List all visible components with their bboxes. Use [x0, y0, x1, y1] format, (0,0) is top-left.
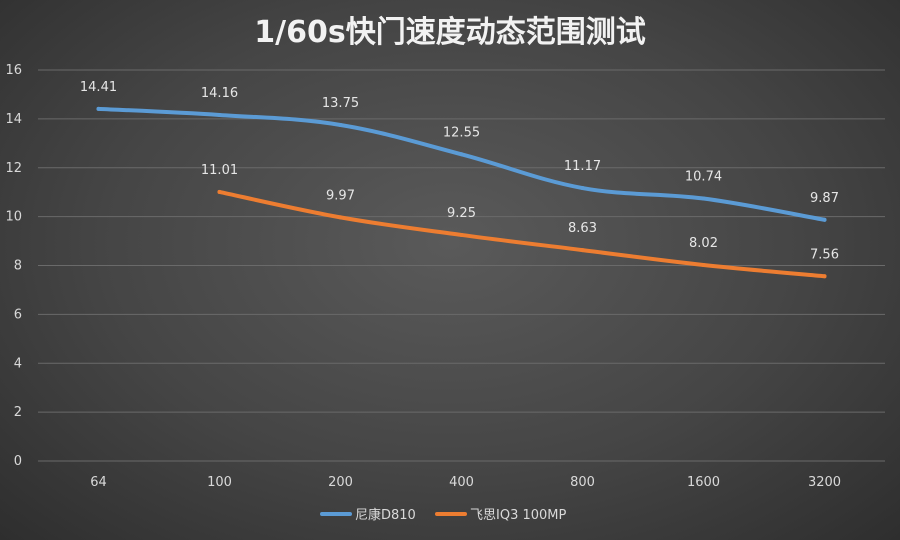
- data-point: [822, 217, 827, 222]
- x-tick-label: 3200: [808, 475, 841, 490]
- data-point: [217, 189, 222, 194]
- y-tick-label: 6: [14, 307, 22, 322]
- legend-label: 飞思IQ3 100MP: [470, 508, 566, 523]
- data-label: 9.87: [810, 191, 839, 206]
- data-label: 8.63: [568, 221, 597, 236]
- y-tick-label: 12: [5, 161, 22, 176]
- legend: 尼康D810 飞思IQ3 100MP: [320, 507, 566, 523]
- chart-title: 1/60s快门速度动态范围测试: [254, 15, 645, 50]
- y-tick-label: 2: [14, 405, 22, 420]
- data-point: [822, 274, 827, 279]
- y-tick-label: 14: [5, 112, 22, 127]
- series-line-1: [217, 189, 827, 279]
- data-point: [338, 215, 343, 220]
- data-point: [580, 186, 585, 191]
- series-lines: [96, 106, 827, 279]
- y-tick-label: 4: [14, 356, 22, 371]
- x-tick-label: 200: [328, 475, 353, 490]
- y-tick-label: 8: [14, 259, 22, 274]
- data-point: [701, 196, 706, 201]
- data-label: 14.41: [80, 80, 117, 95]
- data-point: [338, 122, 343, 127]
- data-label: 7.56: [810, 247, 839, 262]
- data-label: 11.01: [201, 163, 238, 178]
- y-axis-tick-labels: 0 2 4 6 8 10 12 14 16: [5, 63, 22, 469]
- x-axis-tick-labels: 64 100 200 400 800 1600 3200: [90, 475, 841, 490]
- data-label: 13.75: [322, 96, 359, 111]
- data-label: 12.55: [443, 125, 480, 140]
- data-point: [96, 106, 101, 111]
- y-tick-label: 10: [5, 210, 22, 225]
- data-labels: 14.41 14.16 13.75 12.55 11.17 10.74 9.87 11.01 9…: [80, 80, 839, 262]
- data-label: 14.16: [201, 86, 238, 101]
- data-label: 9.25: [447, 206, 476, 221]
- data-point: [701, 263, 706, 268]
- legend-label: 尼康D810: [355, 507, 416, 523]
- data-label: 9.97: [326, 188, 355, 203]
- x-tick-label: 800: [570, 475, 595, 490]
- y-tick-label: 0: [14, 454, 22, 469]
- data-point: [459, 232, 464, 237]
- data-label: 11.17: [564, 159, 601, 174]
- data-label: 8.02: [689, 236, 718, 251]
- y-tick-label: 16: [5, 63, 22, 78]
- data-label: 10.74: [685, 170, 722, 185]
- data-point: [217, 112, 222, 117]
- x-tick-label: 1600: [687, 475, 720, 490]
- data-point: [459, 152, 464, 157]
- x-tick-label: 100: [207, 475, 232, 490]
- gridlines: [38, 69, 885, 462]
- data-point: [580, 248, 585, 253]
- x-tick-label: 64: [90, 475, 107, 490]
- x-tick-label: 400: [449, 475, 474, 490]
